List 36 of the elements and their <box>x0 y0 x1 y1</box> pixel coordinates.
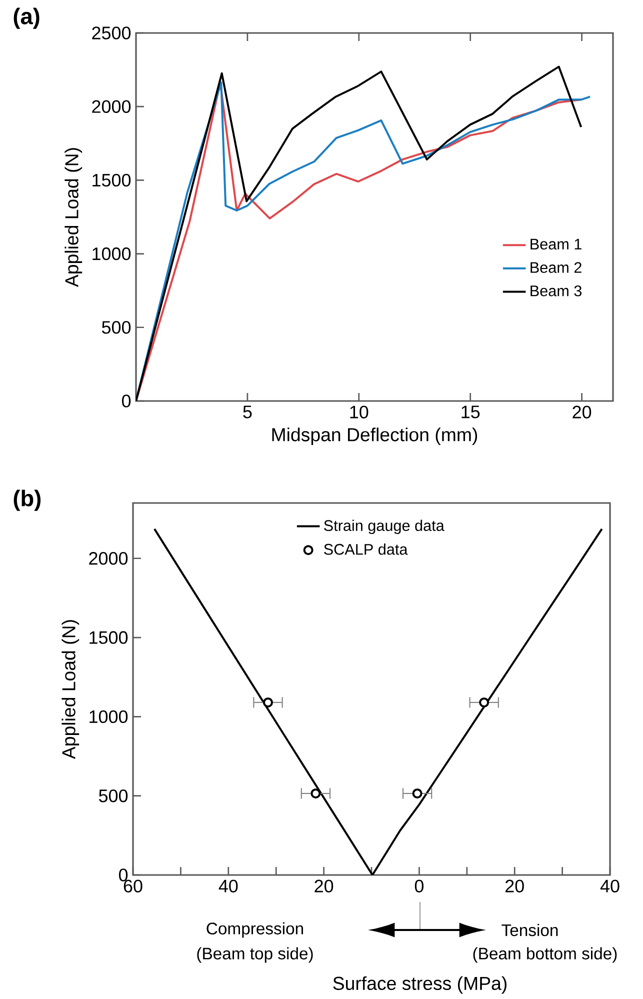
x-tick-label: 15 <box>462 406 480 418</box>
y-axis-title: Applied Load (N) <box>64 148 82 287</box>
y-tick-label: 0 <box>118 868 128 882</box>
legend-label: Beam 2 <box>530 262 582 273</box>
legend-label: Beam 3 <box>530 285 582 296</box>
y-tick-label: 500 <box>102 321 131 334</box>
legend-label: Beam 1 <box>530 238 582 250</box>
y-tick-label: 1000 <box>92 247 131 260</box>
x-tick-label: 20 <box>572 406 592 418</box>
x-tick-label: 40 <box>218 880 238 892</box>
text: Tension <box>502 924 558 936</box>
y-tick-label: 1500 <box>92 174 131 187</box>
x-tick-label: 5 <box>243 406 252 418</box>
y-tick-label: 0 <box>122 394 131 408</box>
y-tick-label: 2000 <box>92 100 131 113</box>
y-tick-label: 2000 <box>89 552 128 565</box>
text: (Beam top side) <box>197 947 313 963</box>
chart-title: (a) <box>14 8 40 29</box>
y-tick-label: 2500 <box>92 26 131 40</box>
chart-title: (b) <box>14 490 41 511</box>
y-axis-title: Applied Load (N) <box>62 620 80 759</box>
x-axis-title: Midspan Deflection (mm) <box>272 428 478 445</box>
x-tick-label: 20 <box>506 880 524 892</box>
x-tick-label: 40 <box>600 880 620 892</box>
x-tick-label: 20 <box>314 880 334 892</box>
x-tick-label: 60 <box>124 880 142 892</box>
legend-label: SCALP data <box>324 544 408 555</box>
x-tick-label: 10 <box>350 406 368 418</box>
text: Compression <box>206 922 303 938</box>
x-axis-title: Surface stress (MPa) <box>333 976 506 994</box>
text: (Beam bottom side) <box>473 947 617 963</box>
y-tick-label: 1000 <box>90 710 128 724</box>
x-tick-label: 0 <box>414 880 424 892</box>
y-tick-label: 500 <box>98 789 128 802</box>
y-tick-label: 1500 <box>90 631 128 644</box>
legend-label: Strain gauge data <box>324 520 444 534</box>
